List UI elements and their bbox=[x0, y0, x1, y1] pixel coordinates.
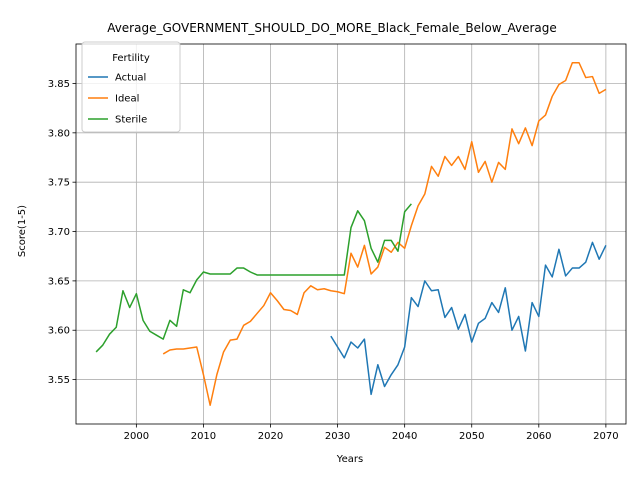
chart-title: Average_GOVERNMENT_SHOULD_DO_MORE_Black_… bbox=[107, 21, 557, 35]
y-tick-label: 3.60 bbox=[48, 326, 70, 337]
legend-title: Fertility bbox=[112, 53, 150, 64]
x-tick-label: 2000 bbox=[124, 431, 149, 442]
legend-label-ideal: Ideal bbox=[115, 94, 139, 105]
x-tick-label: 2010 bbox=[191, 431, 216, 442]
legend-label-sterile: Sterile bbox=[115, 115, 147, 126]
legend-entries: Actual Ideal Sterile bbox=[88, 73, 147, 126]
legend: Fertility Actual Ideal Sterile bbox=[81, 41, 181, 133]
y-tick-label: 3.70 bbox=[48, 227, 70, 238]
legend-box bbox=[81, 41, 181, 133]
x-tick-label: 2040 bbox=[392, 431, 417, 442]
y-tick-label: 3.75 bbox=[48, 178, 70, 189]
x-tick-label: 2060 bbox=[526, 431, 551, 442]
x-tick-label: 2020 bbox=[258, 431, 283, 442]
y-tick-label: 3.80 bbox=[48, 128, 70, 139]
x-tick-label: 2050 bbox=[459, 431, 484, 442]
x-axis: 2000 2010 2020 2030 2040 2050 2060 2070 bbox=[124, 424, 619, 442]
x-axis-title: Years bbox=[336, 454, 363, 465]
plot-frame bbox=[75, 43, 627, 425]
y-tick-label: 3.65 bbox=[48, 276, 70, 287]
x-tick-label: 2070 bbox=[593, 431, 618, 442]
gridlines bbox=[76, 44, 626, 424]
series-line-ideal bbox=[162, 62, 607, 406]
series-line-actual bbox=[330, 241, 607, 396]
x-tick-label: 2030 bbox=[325, 431, 350, 442]
series-line-sterile bbox=[95, 203, 412, 353]
y-tick-label: 3.85 bbox=[48, 79, 70, 90]
series-lines bbox=[95, 62, 607, 406]
legend-label-actual: Actual bbox=[115, 73, 146, 84]
y-tick-label: 3.55 bbox=[48, 375, 70, 386]
y-axis: 3.55 3.60 3.65 3.70 3.75 3.80 3.85 bbox=[48, 79, 76, 386]
y-axis-title: Score(1-5) bbox=[17, 205, 28, 257]
